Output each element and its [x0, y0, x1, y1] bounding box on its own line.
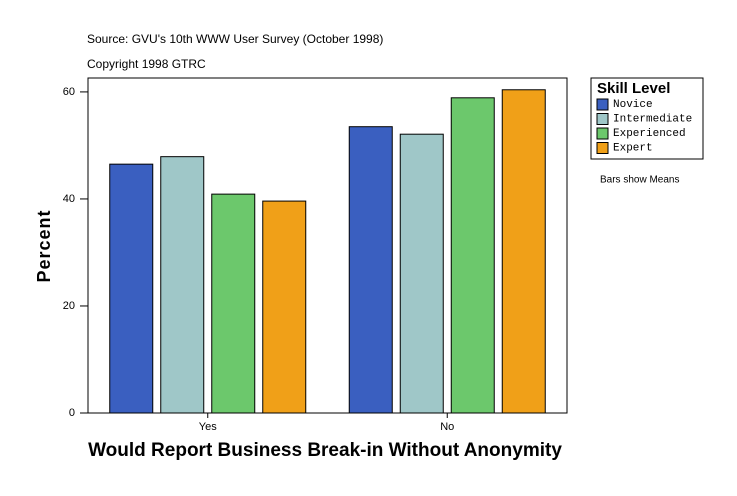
- bar: [211, 193, 256, 414]
- bar: [262, 200, 307, 414]
- bar: [399, 133, 444, 414]
- legend-box: [590, 77, 704, 160]
- bar: [348, 126, 393, 414]
- annotation: Bars show Means: [600, 175, 679, 186]
- x-tick-label: Yes: [199, 421, 217, 433]
- bar: [109, 163, 154, 414]
- bar: [501, 89, 546, 414]
- bar: [160, 156, 205, 414]
- legend-swatch: [596, 98, 609, 111]
- legend-swatch: [596, 127, 609, 140]
- y-tick-label: 40: [63, 193, 75, 205]
- subtitle: Source: GVU's 10th WWW User Survey (Octo…: [87, 32, 383, 46]
- legend-title: Skill Level: [597, 80, 670, 97]
- legend-swatch: [596, 142, 609, 154]
- legend-label: Experienced: [613, 128, 686, 140]
- x-tick-label: No: [440, 421, 454, 433]
- plot-frame: [87, 77, 568, 414]
- legend-swatch: [596, 113, 609, 125]
- x-axis-label: Would Report Business Break-in Without A…: [88, 440, 562, 461]
- y-tick-label: 0: [69, 407, 75, 419]
- bar: [450, 97, 495, 414]
- y-tick-label: 60: [63, 86, 75, 98]
- copyright: Copyright 1998 GTRC: [87, 57, 206, 71]
- y-axis-label: Percent: [34, 209, 54, 282]
- legend-label: Expert: [613, 142, 653, 154]
- y-tick-label: 20: [63, 300, 75, 312]
- legend-label: Novice: [613, 99, 653, 111]
- legend-label: Intermediate: [613, 113, 692, 125]
